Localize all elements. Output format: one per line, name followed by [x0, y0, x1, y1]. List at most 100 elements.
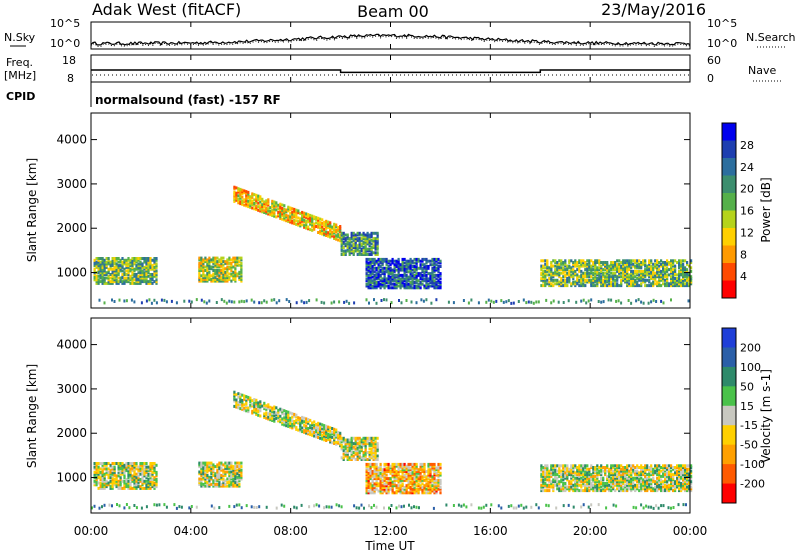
velocity-cell: [115, 483, 118, 487]
velocity-cell: [329, 440, 332, 444]
power-cell: [568, 278, 571, 282]
power-cell: [662, 269, 665, 273]
power-cell: [628, 261, 631, 264]
power-cell: [564, 264, 567, 268]
velocity-cell: [634, 489, 637, 493]
velocity-cell: [578, 466, 581, 469]
power-cell: [206, 276, 209, 280]
velocity-cell: [598, 489, 601, 493]
velocity-cell: [648, 469, 651, 473]
velocity-cell: [387, 486, 390, 489]
velocity-cell: [568, 485, 571, 489]
velocity-cell: [401, 470, 404, 473]
velocity-cell: [200, 466, 203, 470]
velocity-cell: [372, 454, 375, 458]
power-cell: [249, 198, 252, 202]
velocity-cell: [383, 478, 386, 482]
power-cell: [271, 210, 274, 214]
power-cell: [239, 200, 242, 204]
power-cell: [634, 269, 637, 273]
velocity-cell: [419, 462, 422, 466]
velocity-cell: [630, 485, 633, 489]
power-cell: [393, 266, 396, 270]
power-cell: [107, 271, 110, 275]
power-cell: [147, 260, 150, 264]
velocity-cell: [131, 463, 134, 467]
power-cell: [676, 277, 679, 280]
velocity-cell: [125, 481, 128, 485]
power-cell: [249, 205, 252, 209]
power-cell: [584, 284, 587, 288]
velocity-cell: [117, 474, 120, 478]
velocity-cell: [596, 487, 599, 491]
velocity-cell: [550, 474, 553, 478]
power-cell: [295, 215, 298, 219]
velocity-cell: [95, 462, 98, 465]
velocity-cell: [123, 481, 126, 485]
power-cell: [616, 278, 619, 282]
velocity-cell: [273, 407, 276, 411]
power-cell: [391, 261, 394, 265]
velocity-cell: [393, 477, 396, 481]
velocity-cell: [427, 484, 430, 488]
power-cell: [208, 274, 211, 278]
velocity-cell: [586, 464, 589, 468]
power-cell: [377, 284, 380, 288]
power-cell: [143, 260, 146, 264]
velocity-cell: [233, 404, 236, 408]
power-cell: [664, 275, 667, 279]
velocity-cell: [580, 476, 583, 480]
power-cell: [674, 264, 677, 268]
power-cell: [578, 261, 581, 264]
power-cell: [234, 274, 237, 278]
power-cell: [580, 269, 583, 273]
velocity-cell: [155, 478, 158, 481]
power-cell: [389, 272, 392, 276]
power-cell: [419, 259, 422, 263]
velocity-cell: [624, 467, 627, 471]
velocity-cell: [303, 420, 306, 424]
power-cell: [230, 269, 233, 272]
power-cell: [405, 277, 408, 281]
velocity-cell: [155, 463, 158, 467]
power-cell: [240, 279, 243, 283]
power-cell: [630, 269, 633, 273]
power-cell: [590, 275, 593, 279]
power-cell: [331, 234, 334, 238]
velocity-cell: [93, 481, 96, 485]
power-cell: [672, 282, 675, 286]
power-cell: [385, 279, 388, 283]
power-cell: [220, 263, 223, 267]
power-cell: [204, 269, 207, 272]
power-cell: [115, 265, 118, 269]
power-cell: [348, 244, 351, 248]
velocity-cell: [415, 468, 418, 472]
power-cell: [650, 271, 653, 275]
velocity-cell: [107, 481, 110, 485]
power-cell: [596, 273, 599, 277]
power-cell: [230, 272, 233, 276]
velocity-cell: [360, 447, 363, 451]
power-cell: [662, 301, 665, 305]
velocity-cell: [423, 464, 426, 468]
velocity-cell: [389, 480, 392, 484]
velocity-cell: [249, 405, 252, 409]
power-cell: [425, 284, 428, 288]
velocity-cell: [301, 430, 304, 434]
velocity-cell: [560, 473, 563, 477]
power-cell: [401, 259, 404, 263]
power-cell: [155, 274, 158, 278]
velocity-cell: [325, 426, 328, 430]
power-cell: [253, 202, 256, 205]
velocity-cell: [614, 474, 617, 478]
power-cell: [405, 282, 408, 286]
velocity-cell: [608, 489, 611, 493]
velocity-cell: [247, 395, 250, 399]
power-cell: [151, 265, 154, 269]
power-cell: [606, 277, 609, 280]
power-cell: [95, 278, 98, 282]
velocity-cell: [610, 467, 613, 471]
velocity-cell: [417, 471, 420, 475]
power-cell: [668, 284, 671, 288]
power-cell: [321, 221, 324, 225]
